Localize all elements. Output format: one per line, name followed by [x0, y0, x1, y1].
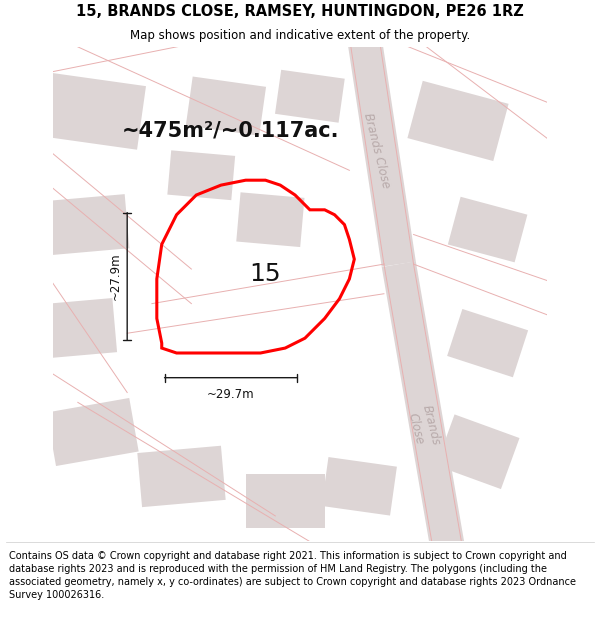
- Bar: [436, 414, 520, 489]
- Bar: [448, 197, 527, 262]
- Text: Contains OS data © Crown copyright and database right 2021. This information is : Contains OS data © Crown copyright and d…: [9, 551, 576, 601]
- Bar: [39, 72, 146, 150]
- Bar: [186, 76, 266, 136]
- Bar: [47, 398, 139, 466]
- Bar: [322, 457, 397, 516]
- Text: Map shows position and indicative extent of the property.: Map shows position and indicative extent…: [130, 29, 470, 42]
- Bar: [245, 474, 325, 528]
- Polygon shape: [347, 34, 416, 267]
- Text: ~27.9m: ~27.9m: [109, 253, 121, 300]
- Bar: [447, 309, 528, 378]
- Bar: [236, 192, 304, 247]
- Polygon shape: [382, 261, 465, 553]
- Bar: [137, 446, 226, 507]
- Text: 15, BRANDS CLOSE, RAMSEY, HUNTINGDON, PE26 1RZ: 15, BRANDS CLOSE, RAMSEY, HUNTINGDON, PE…: [76, 4, 524, 19]
- Bar: [46, 194, 130, 255]
- Bar: [167, 151, 235, 200]
- Text: ~475m²/~0.117ac.: ~475m²/~0.117ac.: [122, 121, 340, 141]
- Text: Brands
Close: Brands Close: [405, 404, 442, 451]
- Text: 15: 15: [250, 262, 281, 286]
- Bar: [275, 70, 345, 122]
- Bar: [407, 81, 509, 161]
- Text: Brands Close: Brands Close: [361, 112, 392, 189]
- Bar: [38, 298, 117, 359]
- Text: ~29.7m: ~29.7m: [207, 389, 254, 401]
